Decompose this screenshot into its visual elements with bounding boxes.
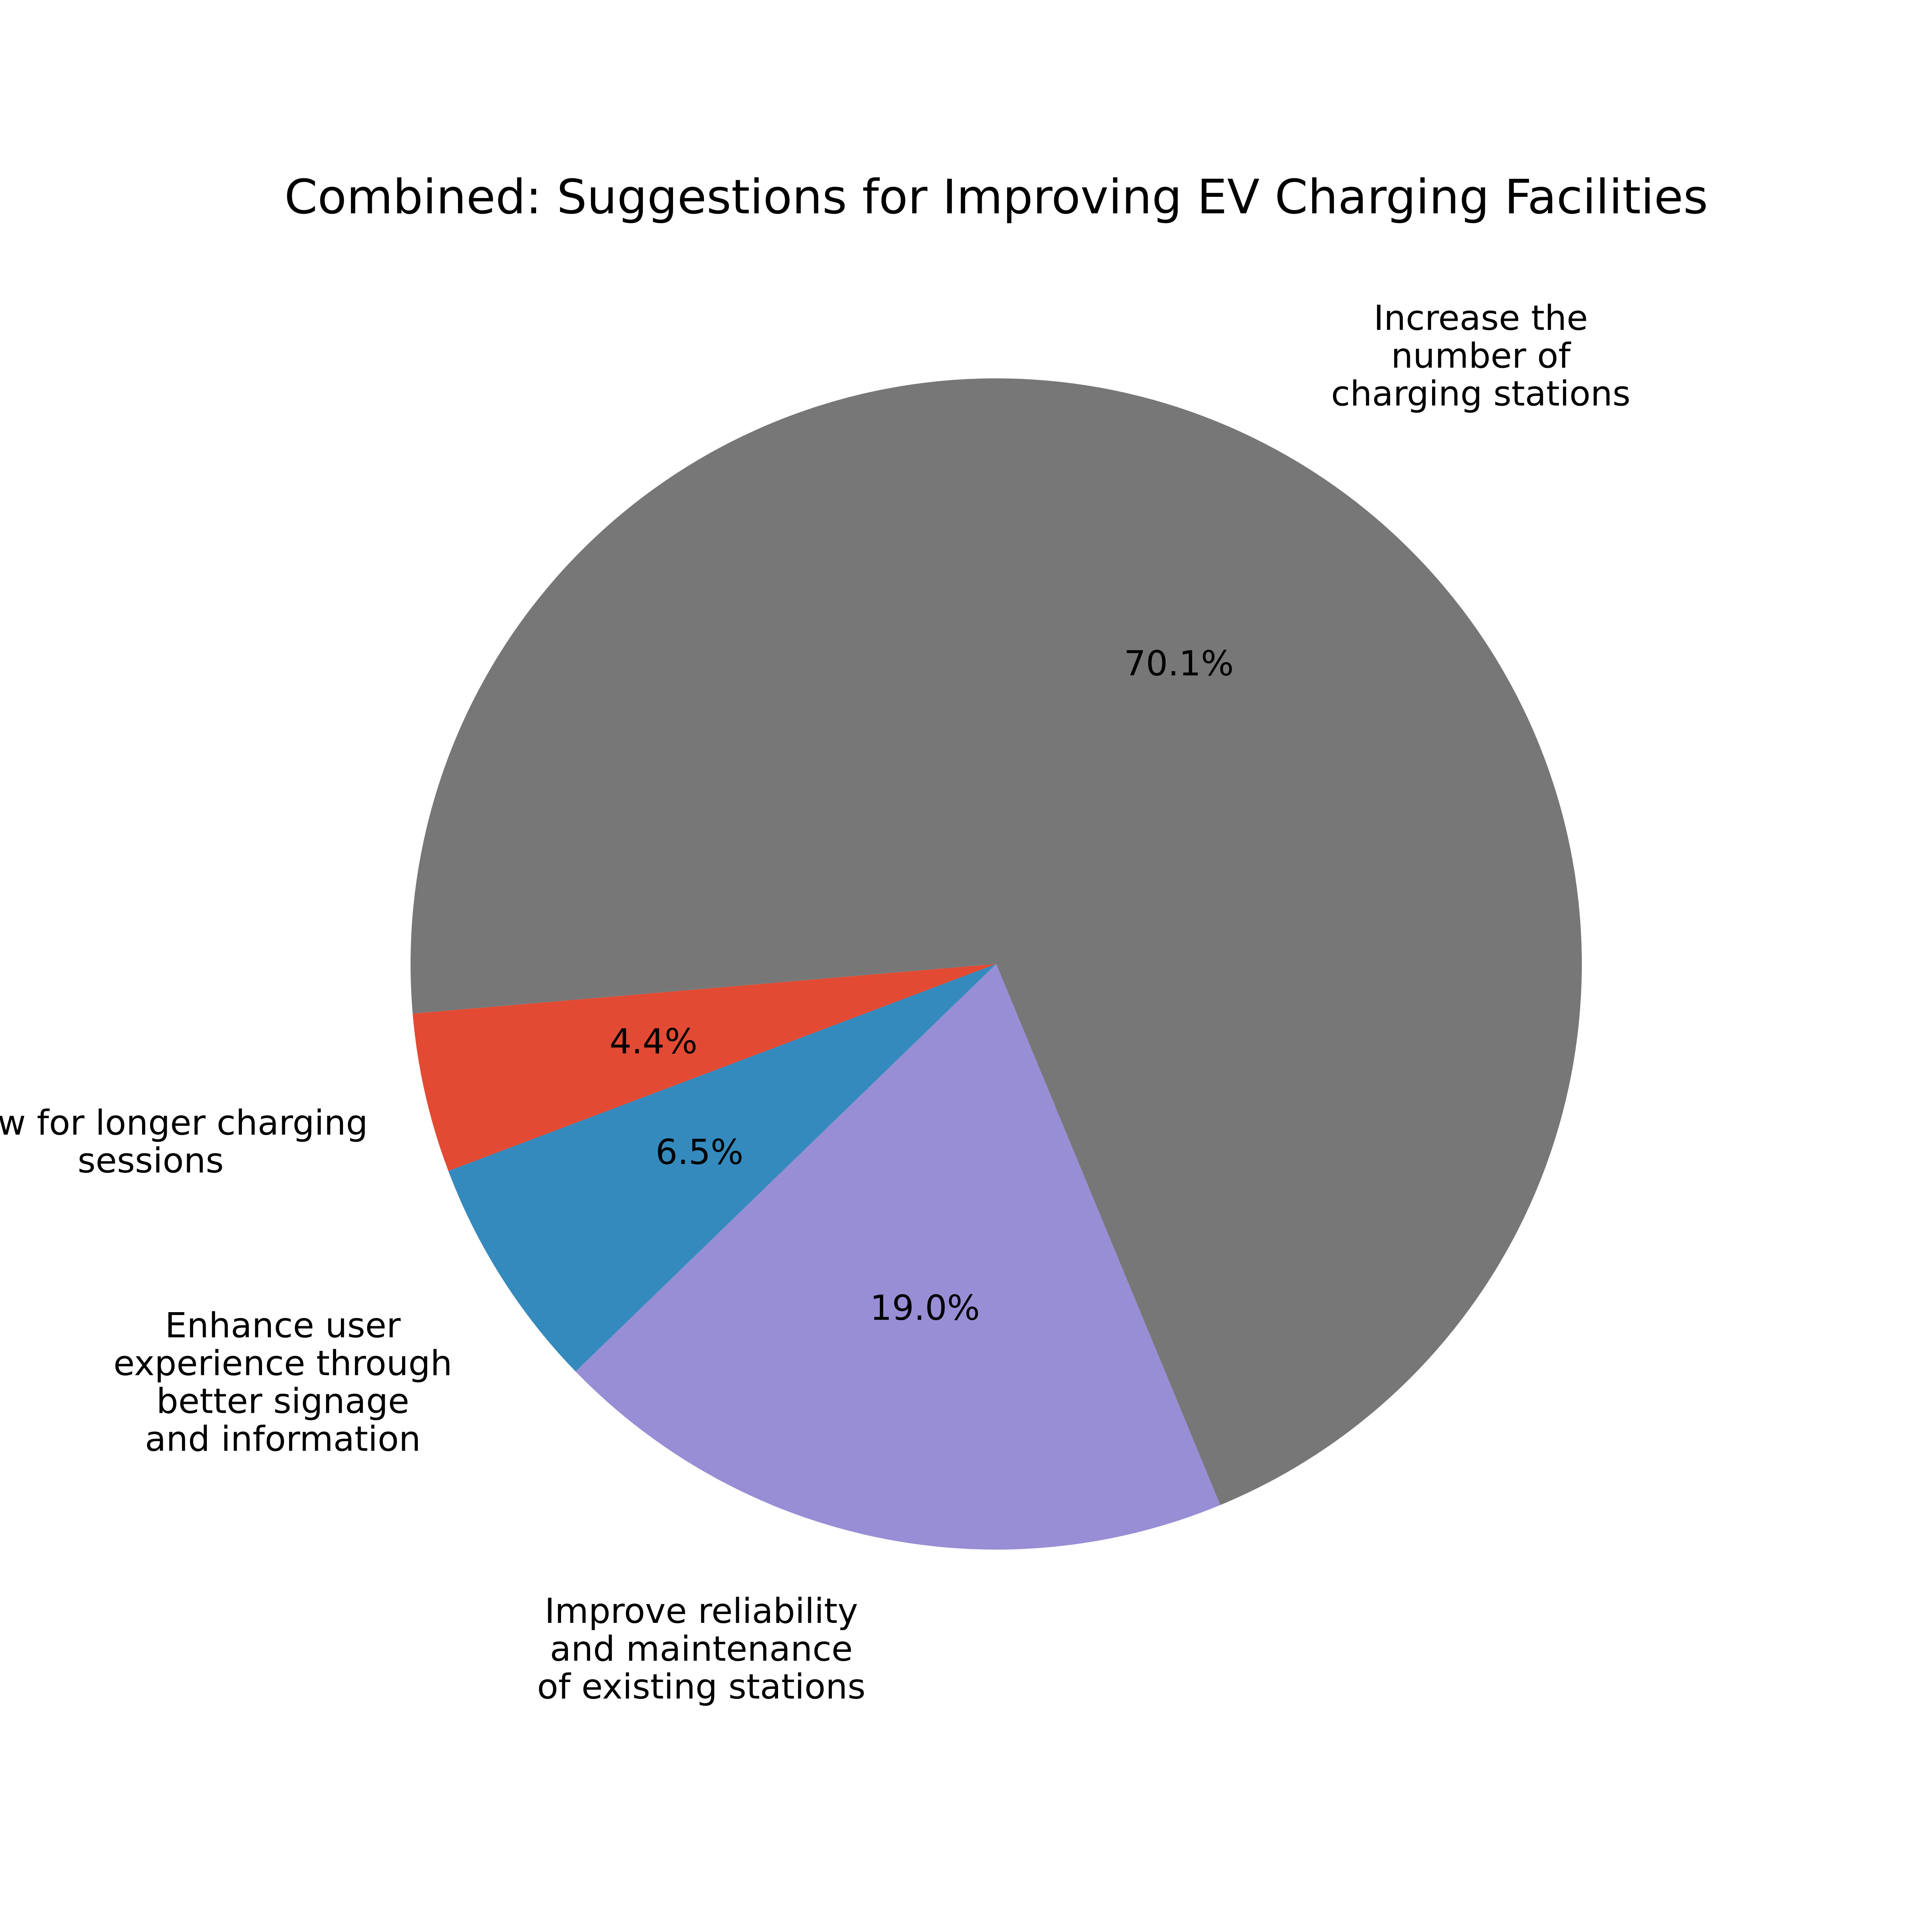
percent-label: 19.0% bbox=[870, 1288, 980, 1328]
pie-slice bbox=[448, 964, 996, 1372]
percent-label: 6.5% bbox=[656, 1132, 744, 1172]
pie-slices bbox=[411, 378, 1582, 1550]
pie-slice bbox=[411, 378, 1582, 1505]
percent-label: 70.1% bbox=[1124, 644, 1234, 684]
category-label: Enhance user experience through better sig… bbox=[114, 1306, 452, 1459]
pie-slice bbox=[576, 964, 1220, 1550]
percent-labels: 70.1% 4.4% 6.5% 19.0% bbox=[609, 644, 1234, 1328]
percent-label: 4.4% bbox=[609, 1022, 698, 1062]
chart-title: Combined: Suggestions for Improving EV C… bbox=[284, 169, 1708, 225]
category-label: Increase the number of charging stations bbox=[1331, 298, 1631, 414]
category-label: Improve reliability and maintenance of exi… bbox=[537, 1591, 865, 1707]
pie-slice bbox=[413, 964, 996, 1171]
